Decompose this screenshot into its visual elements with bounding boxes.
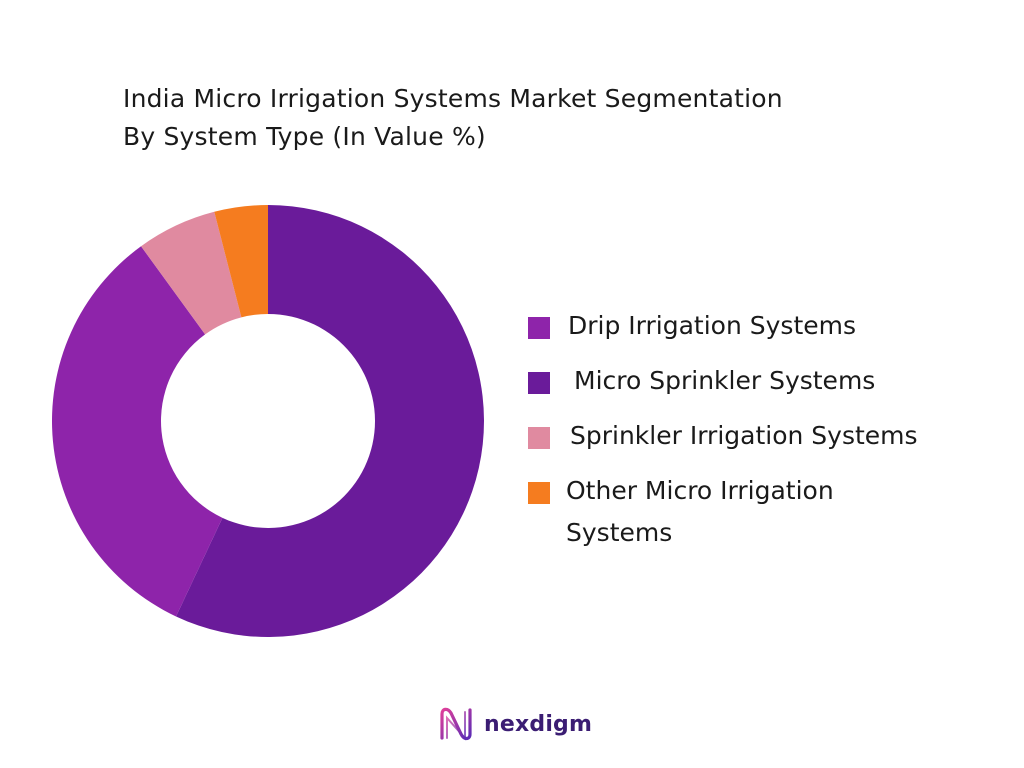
donut-slice-micro-sprinkler xyxy=(176,205,484,637)
legend-swatch xyxy=(528,317,550,339)
legend-item-other: Other Micro Irrigation Systems xyxy=(528,470,1008,554)
brand-logo: nexdigm xyxy=(436,702,592,746)
legend-swatch xyxy=(528,482,550,504)
brand-name: nexdigm xyxy=(484,711,593,737)
legend-swatch xyxy=(528,372,550,394)
donut-slice-other xyxy=(214,205,268,318)
chart-title: India Micro Irrigation Systems Market Se… xyxy=(123,80,923,156)
chart-subtitle-line: By System Type (In Value %) xyxy=(123,122,486,151)
legend-swatch xyxy=(528,427,550,449)
legend-label: Sprinkler Irrigation Systems xyxy=(570,421,918,450)
donut-slice-drip xyxy=(51,246,223,617)
chart-legend: Drip Irrigation Systems Micro Sprinkler … xyxy=(528,305,1008,554)
legend-item-micro-sprinkler: Micro Sprinkler Systems xyxy=(528,360,1008,402)
chart-title-line: India Micro Irrigation Systems Market Se… xyxy=(123,84,783,113)
legend-item-sprinkler: Sprinkler Irrigation Systems xyxy=(528,415,1008,457)
donut-slice-sprinkler xyxy=(141,211,242,335)
legend-label: Micro Sprinkler Systems xyxy=(574,366,876,395)
nexdigm-logo-icon xyxy=(440,707,472,741)
legend-label: Drip Irrigation Systems xyxy=(568,311,857,340)
legend-item-drip: Drip Irrigation Systems xyxy=(528,305,1008,347)
legend-label: Other Micro Irrigation Systems xyxy=(566,476,834,547)
